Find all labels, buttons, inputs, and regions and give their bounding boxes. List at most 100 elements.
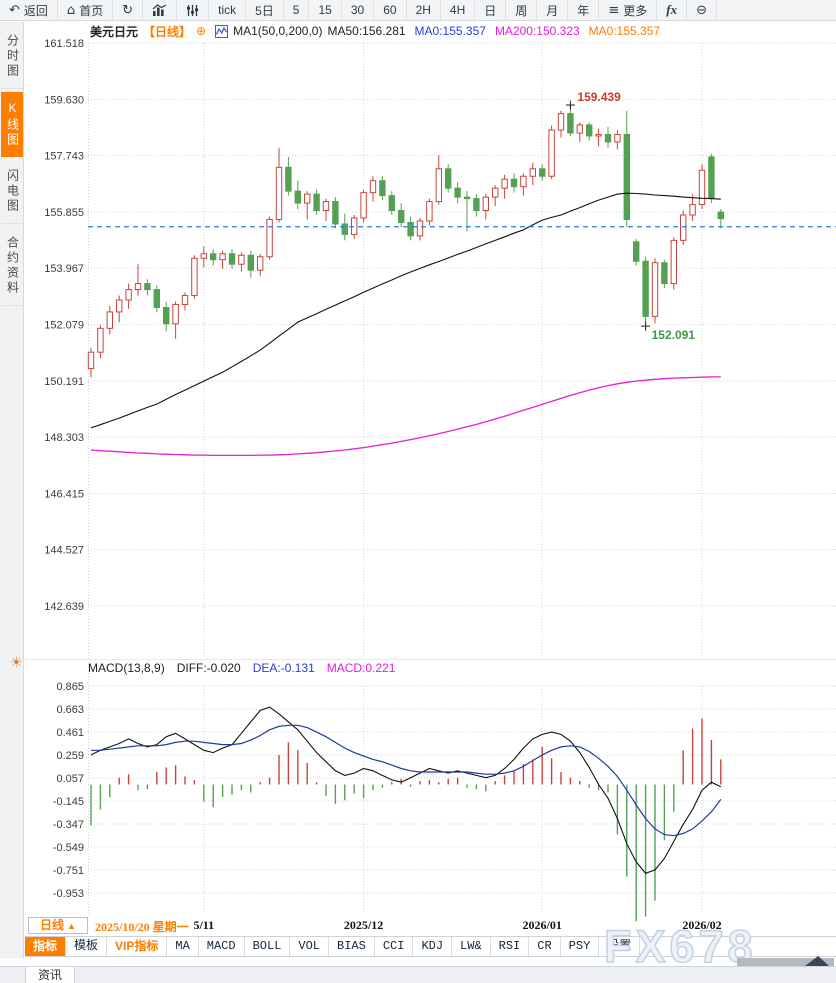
candle [398,203,405,227]
ma-params-label: MA1(50,0,200,0) [233,24,323,38]
period-week[interactable]: 周 [506,0,538,20]
period-5d-label: 5日 [255,3,274,18]
period-4h-label: 4H [449,3,466,17]
left-sidebar: 分时图 K线图闪电图合约资料 [0,22,24,958]
candle [144,279,151,296]
candle [313,189,320,216]
indicator-params-button[interactable] [177,0,210,20]
btn-vol[interactable]: VOL [290,937,330,956]
candle [369,176,377,202]
candle [257,253,264,277]
period-tick[interactable]: tick [209,0,247,20]
btn-macd[interactable]: MACD [199,937,245,956]
axis-tick-label: 144.527 [44,545,84,557]
btn-settings[interactable]: 设置 [599,937,641,956]
candle [492,185,499,207]
home-button[interactable]: ⌂ 首页 [58,0,114,20]
candle [670,237,677,290]
kline-style-icon[interactable] [215,24,229,38]
period-5m[interactable]: 5 [284,0,310,20]
candle [407,216,414,241]
candle [614,130,621,150]
ma50-value: MA50:156.281 [327,24,406,38]
btn-boll[interactable]: BOLL [245,937,291,956]
period-month-label: 月 [546,3,559,18]
btn-cr[interactable]: CR [529,937,561,956]
period-selector-label: 日线 [40,918,65,932]
tab-news[interactable]: 资讯 [25,967,75,983]
candle [435,155,443,205]
period-30m[interactable]: 30 [342,0,375,20]
candle [520,173,527,196]
period-2h[interactable]: 2H [407,0,441,20]
candle [191,255,198,299]
ma50-line [90,192,721,429]
panel-separator [25,659,836,660]
bottom-scrollbar[interactable] [737,956,834,966]
macd-header: MACD(13,8,9) DIFF:-0.020 DEA:-0.131 MACD… [88,661,395,675]
macd-params-label: MACD(13,8,9) [88,661,165,675]
axis-tick-label: 159.630 [44,94,84,106]
btn-kdj[interactable]: KDJ [413,937,453,956]
sidebar-tab-lightning-chart[interactable]: 闪电图 [0,160,23,224]
candle [661,259,668,289]
refresh-button[interactable]: ↻ [113,0,144,20]
candle [454,182,461,204]
sidebar-tab-contract-info[interactable]: 合约资料 [0,227,23,306]
macd-dea-value: DEA:-0.131 [252,661,315,675]
candle [633,238,640,266]
sun-theme-icon[interactable]: ☀ [10,655,23,671]
back-button[interactable]: ↶ 返回 [0,0,58,20]
period-month[interactable]: 月 [537,0,569,20]
period-selector[interactable]: 日线 ▲ [28,917,88,934]
period-15m[interactable]: 15 [309,0,342,20]
period-tag[interactable]: 【日线】 [143,24,192,39]
candle [548,125,555,180]
axis-tick-label: 161.518 [44,38,84,50]
candle [285,156,292,196]
collapse-triangle-icon[interactable] [805,956,829,966]
add-indicator-icon[interactable]: ⊕ [196,24,207,38]
candle [294,180,302,210]
tab-templates[interactable]: 模板 [66,937,108,956]
axis-tick-label: 153.967 [44,263,84,275]
period-day[interactable]: 日 [475,0,507,20]
period-5d[interactable]: 5日 [246,0,284,20]
btn-rsi[interactable]: RSI [491,937,530,956]
candle [228,249,236,269]
period-60m-label: 60 [383,3,397,17]
sidebar-tab-time-chart[interactable]: 分时图 [0,25,23,89]
sidebar-tab-kline-chart[interactable]: K线图 [0,92,23,157]
indicator-toolbar: 指标 模板 VIP指标 MA MACD BOLL VOL BIAS CCI KDJ LW& RSI CR… [25,936,836,957]
axis-tick-label: 0.663 [56,704,84,716]
tab-indicators[interactable]: 指标 [25,937,67,956]
period-4h[interactable]: 4H [441,0,476,20]
zoom-out-button[interactable]: ⊖ [687,0,717,20]
axis-tick-label: -0.751 [53,865,84,877]
ma200-value: MA200:150.323 [494,24,580,38]
chart-style-button[interactable] [143,0,178,20]
period-year[interactable]: 年 [568,0,600,20]
candle [153,285,161,312]
candle [501,174,508,199]
more-button[interactable]: ≡ 更多 [599,0,658,20]
btn-ma[interactable]: MA [167,937,199,956]
btn-psy[interactable]: PSY [561,937,600,956]
first-bar-date: 2025/10/20 星期一 [95,920,189,934]
btn-bias[interactable]: BIAS [329,937,375,956]
period-60m[interactable]: 60 [374,0,407,20]
formula-button[interactable]: fx [657,0,688,20]
top-toolbar: ↶ 返回 ⌂ 首页 ↻ tick 5日 5 15 30 60 2H 4H 日周月年 ≡ 更多 fx ⊖ [0,0,836,21]
tab-vip-indicators[interactable]: VIP指标 [107,937,168,956]
period-tick-label: tick [218,3,237,17]
candle [473,194,480,217]
btn-cci[interactable]: CCI [375,937,414,956]
zoom-out-icon: ⊖ [696,3,707,18]
x-axis-date-label: 2026/01 [522,918,562,932]
chart-header: 美元日元 【日线】 ⊕ MA1(50,0,200,0) MA50:156.281… [26,22,836,40]
axis-tick-label: -0.145 [53,796,84,808]
btn-lw[interactable]: LW& [452,937,491,956]
sliders-icon [186,4,199,17]
candle [576,122,583,142]
